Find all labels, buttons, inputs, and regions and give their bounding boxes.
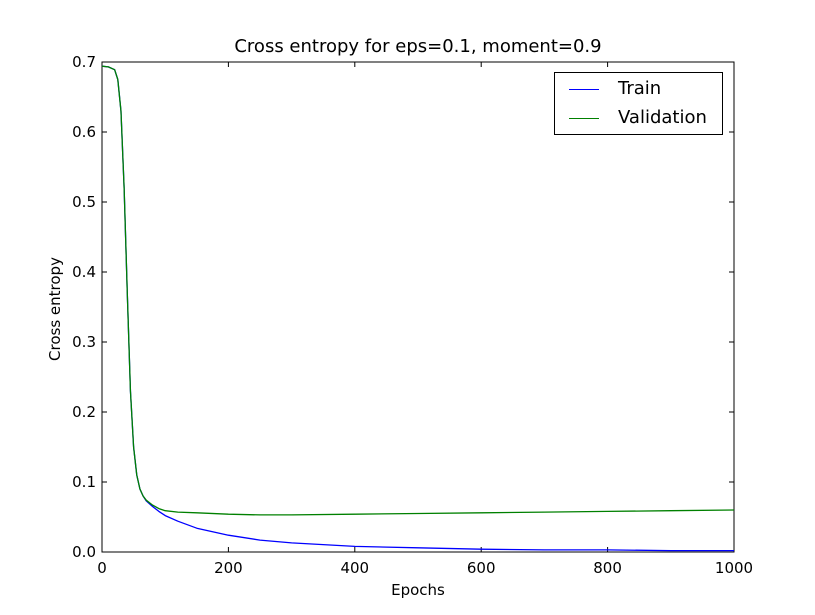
legend: Train Validation bbox=[554, 72, 723, 135]
x-axis-ticks: 0 200 400 600 800 1000 bbox=[97, 62, 753, 577]
y-tick-label: 0.2 bbox=[72, 403, 96, 421]
legend-item-train: Train bbox=[555, 75, 722, 103]
y-tick-label: 0.6 bbox=[72, 123, 96, 141]
y-tick-label: 0.4 bbox=[72, 263, 96, 281]
y-tick-label: 0.5 bbox=[72, 193, 96, 211]
plot-area-frame bbox=[101, 61, 735, 553]
legend-swatch-validation bbox=[569, 118, 599, 119]
y-tick-label: 0.0 bbox=[72, 543, 96, 561]
legend-item-validation: Validation bbox=[555, 104, 722, 132]
legend-swatch-train bbox=[569, 89, 599, 90]
y-tick-label: 0.3 bbox=[72, 333, 96, 351]
legend-label-train: Train bbox=[618, 78, 662, 99]
y-tick-label: 0.1 bbox=[72, 473, 96, 491]
x-tick-label: 800 bbox=[593, 559, 622, 577]
x-tick-label: 600 bbox=[467, 559, 496, 577]
x-tick-label: 1000 bbox=[715, 559, 753, 577]
y-axis-ticks: 0.0 0.1 0.2 0.3 0.4 0.5 0.6 0.7 bbox=[72, 53, 734, 561]
series-lines bbox=[101, 65, 735, 552]
legend-label-validation: Validation bbox=[618, 107, 707, 128]
y-tick-label: 0.7 bbox=[72, 53, 96, 71]
x-tick-label: 0 bbox=[97, 559, 107, 577]
x-tick-label: 400 bbox=[340, 559, 369, 577]
chart-title: Cross entropy for eps=0.1, moment=0.9 bbox=[234, 36, 602, 57]
x-axis-label: Epochs bbox=[391, 581, 445, 599]
y-axis-label: Cross entropy bbox=[46, 257, 64, 361]
series-line-train bbox=[101, 65, 734, 552]
x-tick-label: 200 bbox=[214, 559, 243, 577]
series-line-validation bbox=[101, 65, 735, 516]
